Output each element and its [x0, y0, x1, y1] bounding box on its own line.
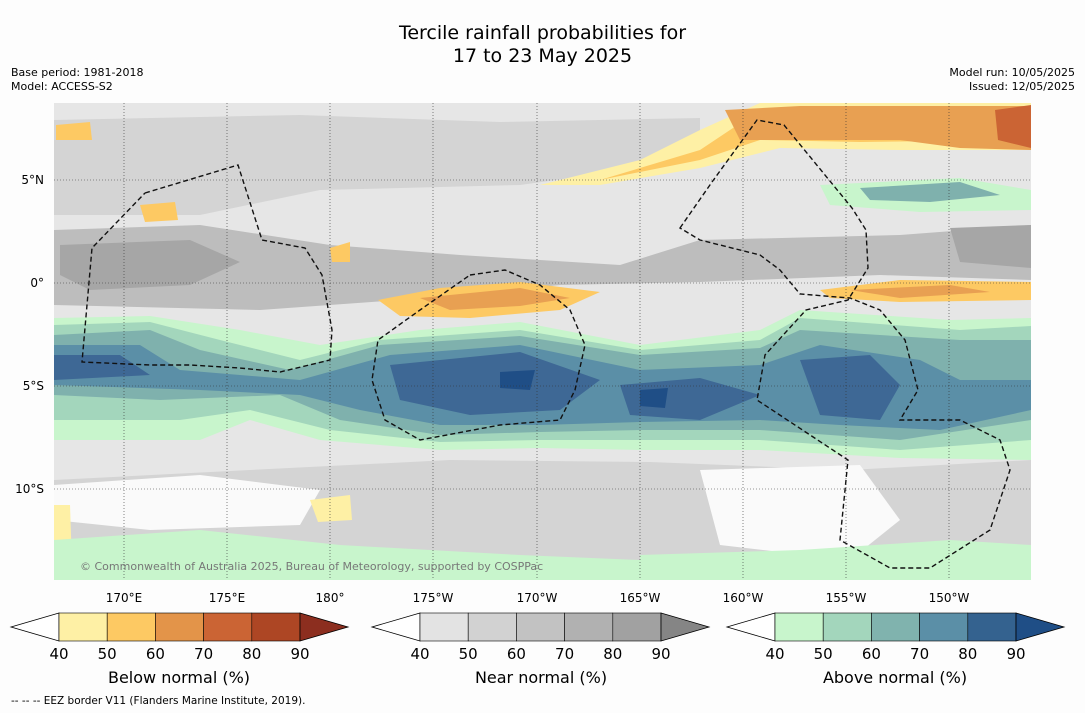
lat-label-0: 0° [30, 276, 44, 290]
colorbar-label-below: Below normal (%) [34, 668, 324, 687]
lon-label: 150°W [929, 591, 970, 605]
colorbars: 40 50 60 70 80 90 40 50 60 70 80 90 40 50 60 70 80 90 [11, 613, 1064, 663]
colorbar-over-arrow [661, 613, 709, 641]
colorbar-tick-label: 50 [459, 645, 478, 663]
colorbar-tick-label: 50 [98, 645, 117, 663]
lon-label: 170°E [106, 591, 143, 605]
lon-label: 170°W [517, 591, 558, 605]
colorbar-segment [204, 613, 252, 641]
colorbar-tick-label: 60 [146, 645, 165, 663]
colorbar-tick-label: 90 [651, 645, 670, 663]
colorbar-tick-label: 80 [958, 645, 977, 663]
colorbar-segment [516, 613, 564, 641]
colorbar-tick-label: 80 [242, 645, 261, 663]
colorbar-tick-label: 80 [603, 645, 622, 663]
near-normal-region-east [950, 225, 1031, 268]
copyright-notice: © Commonwealth of Australia 2025, Bureau… [80, 560, 543, 573]
latitude-labels: 5°N 0° 5°S 10°S [15, 173, 44, 496]
lon-label: 180° [316, 591, 345, 605]
colorbar-under-arrow [372, 613, 420, 641]
colorbar-segment [775, 613, 823, 641]
colorbar-tick-label: 70 [194, 645, 213, 663]
colorbar-segment [420, 613, 468, 641]
below-normal-spot-w [140, 202, 178, 222]
colorbar-tick-label: 40 [765, 645, 784, 663]
lon-label: 160°W [723, 591, 764, 605]
colorbar-over-arrow [300, 613, 348, 641]
colorbar-tick-label: 70 [555, 645, 574, 663]
colorbar-segment [823, 613, 871, 641]
lon-label: 175°E [209, 591, 246, 605]
lat-label-10s: 10°S [15, 482, 44, 496]
rainfall-map-figure: © Commonwealth of Australia 2025, Bureau… [0, 0, 1085, 713]
lon-label: 155°W [826, 591, 867, 605]
colorbar-label-above: Above normal (%) [750, 668, 1040, 687]
colorbar-tick-label: 90 [290, 645, 309, 663]
longitude-labels: 170°E 175°E 180° 175°W 170°W 165°W 160°W 155°W 1… [106, 591, 970, 605]
colorbar-tick-label: 90 [1006, 645, 1025, 663]
colorbar-label-near: Near normal (%) [396, 668, 686, 687]
colorbar-under-arrow [727, 613, 775, 641]
lon-label: 175°W [413, 591, 454, 605]
colorbar-tick-label: 70 [910, 645, 929, 663]
colorbar-tick-label: 60 [862, 645, 881, 663]
colorbar-under-arrow [11, 613, 59, 641]
colorbar-tick-label: 50 [814, 645, 833, 663]
below-normal-spot-nw [56, 122, 92, 140]
colorbar-segment [59, 613, 107, 641]
colorbar-segment [920, 613, 968, 641]
colorbar: 40 50 60 70 80 90 [372, 613, 709, 663]
colorbar-segment [252, 613, 300, 641]
colorbar-segment [565, 613, 613, 641]
colorbar-tick-label: 40 [49, 645, 68, 663]
eez-footnote: -- -- -- EEZ border V11 (Flanders Marine… [11, 695, 305, 707]
colorbar-segment [155, 613, 203, 641]
colorbar-segment [871, 613, 919, 641]
colorbar-segment [107, 613, 155, 641]
map-panel: © Commonwealth of Australia 2025, Bureau… [54, 103, 1031, 580]
colorbar: 40 50 60 70 80 90 [11, 613, 348, 663]
colorbar-segment [968, 613, 1016, 641]
colorbar-tick-label: 60 [507, 645, 526, 663]
colorbar: 40 50 60 70 80 90 [727, 613, 1064, 663]
colorbar-over-arrow [1016, 613, 1064, 641]
colorbar-tick-label: 40 [410, 645, 429, 663]
lon-label: 165°W [620, 591, 661, 605]
colorbar-segment [613, 613, 661, 641]
lat-label-5s: 5°S [23, 379, 44, 393]
colorbar-segment [468, 613, 516, 641]
lat-label-5n: 5°N [21, 173, 44, 187]
